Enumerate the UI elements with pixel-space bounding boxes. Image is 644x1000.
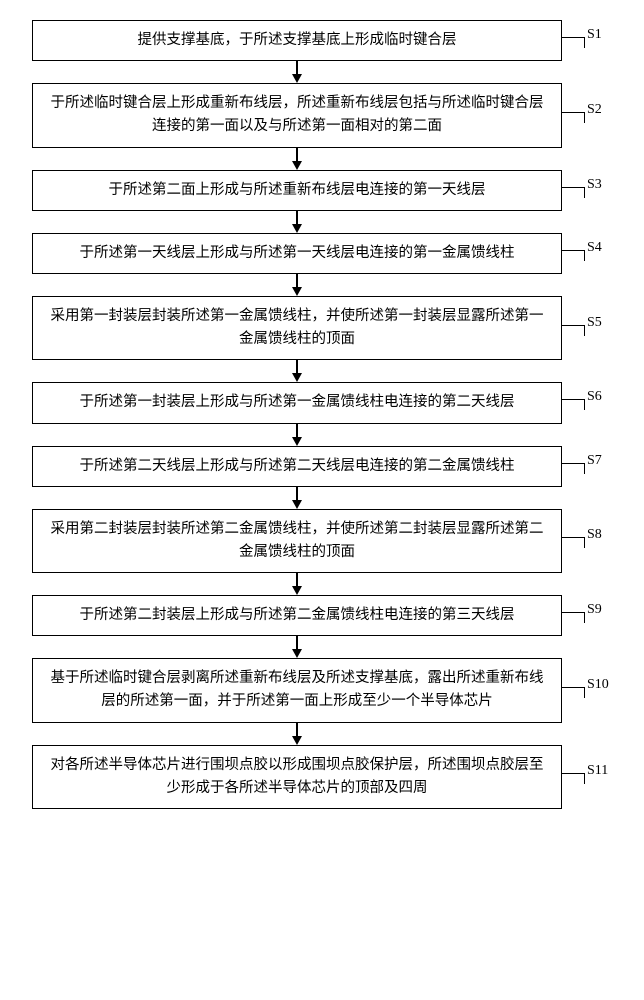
flow-step-box: 于所述第一天线层上形成与所述第一天线层电连接的第一金属馈线柱 xyxy=(32,233,562,274)
flow-arrow-line xyxy=(296,424,298,437)
flow-arrow xyxy=(0,487,597,509)
flow-arrow-head-icon xyxy=(292,224,302,233)
flow-arrow-line xyxy=(296,61,298,74)
flow-step-label: S6 xyxy=(587,389,602,405)
flow-arrow xyxy=(0,61,597,83)
flow-arrow-head-icon xyxy=(292,287,302,296)
flow-step: 于所述第一封装层上形成与所述第一金属馈线柱电连接的第二天线层S6 xyxy=(22,382,622,423)
flow-step-label: S1 xyxy=(587,27,602,43)
flow-arrow-head-icon xyxy=(292,736,302,745)
flow-arrow-line xyxy=(296,211,298,224)
flow-arrow xyxy=(0,424,597,446)
flow-step-label-wrap: S9 xyxy=(562,608,622,623)
flow-arrow-head-icon xyxy=(292,74,302,83)
flow-step: 提供支撑基底，于所述支撑基底上形成临时键合层S1 xyxy=(22,20,622,61)
flow-step: 基于所述临时键合层剥离所述重新布线层及所述支撑基底，露出所述重新布线层的所述第一… xyxy=(22,658,622,722)
flow-step-label-wrap: S4 xyxy=(562,246,622,261)
flow-step-connector xyxy=(562,325,585,336)
flow-step-label-wrap: S6 xyxy=(562,395,622,410)
flow-step-label-wrap: S1 xyxy=(562,33,622,48)
flow-step-label-wrap: S7 xyxy=(562,459,622,474)
flow-step-label-wrap: S11 xyxy=(562,769,622,784)
flow-step-connector xyxy=(562,112,585,123)
flow-arrow-line xyxy=(296,360,298,373)
flow-step-connector xyxy=(562,463,585,474)
flow-step-box: 对各所述半导体芯片进行围坝点胶以形成围坝点胶保护层，所述围坝点胶层至少形成于各所… xyxy=(32,745,562,809)
flow-step-label-wrap: S3 xyxy=(562,183,622,198)
flow-step-label-wrap: S2 xyxy=(562,108,622,123)
flow-step-label: S3 xyxy=(587,177,602,193)
flow-step: 于所述临时键合层上形成重新布线层，所述重新布线层包括与所述临时键合层连接的第一面… xyxy=(22,83,622,147)
flow-arrow-line xyxy=(296,723,298,736)
flow-arrow-head-icon xyxy=(292,649,302,658)
flow-arrow xyxy=(0,573,597,595)
flow-step-connector xyxy=(562,537,585,548)
flow-step-connector xyxy=(562,399,585,410)
flow-step: 于所述第二封装层上形成与所述第二金属馈线柱电连接的第三天线层S9 xyxy=(22,595,622,636)
flow-arrow-line xyxy=(296,487,298,500)
flow-arrow-head-icon xyxy=(292,500,302,509)
flow-step: 于所述第二天线层上形成与所述第二天线层电连接的第二金属馈线柱S7 xyxy=(22,446,622,487)
flow-step: 于所述第二面上形成与所述重新布线层电连接的第一天线层S3 xyxy=(22,170,622,211)
flow-arrow-head-icon xyxy=(292,161,302,170)
flow-step-box: 提供支撑基底，于所述支撑基底上形成临时键合层 xyxy=(32,20,562,61)
flow-arrow-head-icon xyxy=(292,586,302,595)
flow-step: 对各所述半导体芯片进行围坝点胶以形成围坝点胶保护层，所述围坝点胶层至少形成于各所… xyxy=(22,745,622,809)
flow-step-connector xyxy=(562,37,585,48)
flow-step-connector xyxy=(562,773,585,784)
flow-step-label-wrap: S8 xyxy=(562,533,622,548)
flow-arrow xyxy=(0,723,597,745)
flow-step-label: S8 xyxy=(587,527,602,543)
flow-arrow xyxy=(0,636,597,658)
flow-arrow-line xyxy=(296,636,298,649)
flow-step-connector xyxy=(562,250,585,261)
flow-step-box: 于所述第二面上形成与所述重新布线层电连接的第一天线层 xyxy=(32,170,562,211)
flow-step-box: 于所述临时键合层上形成重新布线层，所述重新布线层包括与所述临时键合层连接的第一面… xyxy=(32,83,562,147)
flow-arrow-line xyxy=(296,148,298,161)
flow-step-box: 于所述第二封装层上形成与所述第二金属馈线柱电连接的第三天线层 xyxy=(32,595,562,636)
flow-step-box: 采用第二封装层封装所述第二金属馈线柱，并使所述第二封装层显露所述第二金属馈线柱的… xyxy=(32,509,562,573)
flow-step-label-wrap: S10 xyxy=(562,683,622,698)
flow-step-label: S11 xyxy=(587,763,608,779)
flow-arrow xyxy=(0,360,597,382)
flow-step-box: 于所述第一封装层上形成与所述第一金属馈线柱电连接的第二天线层 xyxy=(32,382,562,423)
flow-step-label: S4 xyxy=(587,240,602,256)
flow-arrow xyxy=(0,274,597,296)
flow-step: 采用第二封装层封装所述第二金属馈线柱，并使所述第二封装层显露所述第二金属馈线柱的… xyxy=(22,509,622,573)
flow-step-box: 基于所述临时键合层剥离所述重新布线层及所述支撑基底，露出所述重新布线层的所述第一… xyxy=(32,658,562,722)
flow-step-connector xyxy=(562,187,585,198)
flow-arrow-head-icon xyxy=(292,373,302,382)
flow-arrow-head-icon xyxy=(292,437,302,446)
flow-arrow xyxy=(0,148,597,170)
flow-step-box: 于所述第二天线层上形成与所述第二天线层电连接的第二金属馈线柱 xyxy=(32,446,562,487)
flow-step-label: S2 xyxy=(587,102,602,118)
flow-step: 采用第一封装层封装所述第一金属馈线柱，并使所述第一封装层显露所述第一金属馈线柱的… xyxy=(22,296,622,360)
flow-step-box: 采用第一封装层封装所述第一金属馈线柱，并使所述第一封装层显露所述第一金属馈线柱的… xyxy=(32,296,562,360)
process-flowchart: 提供支撑基底，于所述支撑基底上形成临时键合层S1于所述临时键合层上形成重新布线层… xyxy=(22,20,622,809)
flow-step-label: S9 xyxy=(587,602,602,618)
flow-step-label: S7 xyxy=(587,453,602,469)
flow-step-label: S10 xyxy=(587,677,609,693)
flow-step-connector xyxy=(562,687,585,698)
flow-step-connector xyxy=(562,612,585,623)
flow-arrow-line xyxy=(296,274,298,287)
flow-step: 于所述第一天线层上形成与所述第一天线层电连接的第一金属馈线柱S4 xyxy=(22,233,622,274)
flow-step-label: S5 xyxy=(587,315,602,331)
flow-step-label-wrap: S5 xyxy=(562,321,622,336)
flow-arrow-line xyxy=(296,573,298,586)
flow-arrow xyxy=(0,211,597,233)
